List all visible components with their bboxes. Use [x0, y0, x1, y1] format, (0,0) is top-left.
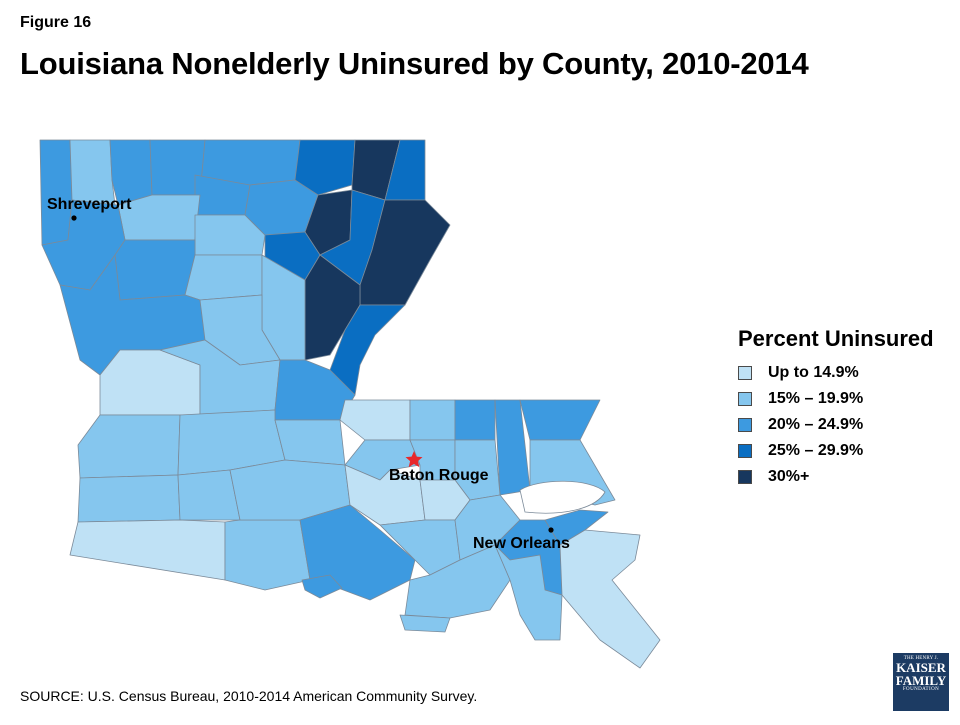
- source-note: SOURCE: U.S. Census Bureau, 2010-2014 Am…: [20, 688, 478, 704]
- legend-label: 25% – 29.9%: [768, 442, 864, 459]
- logo-line: FAMILY: [895, 673, 947, 688]
- legend-item: 15% – 19.9%: [738, 386, 934, 412]
- parish: [184, 254, 263, 301]
- legend-swatch: [738, 366, 752, 380]
- legend-swatch: [738, 418, 752, 432]
- legend-label: Up to 14.9%: [768, 364, 859, 381]
- parish: [274, 419, 346, 466]
- parish: [519, 399, 601, 441]
- baton-rouge-star: [405, 451, 423, 468]
- parish: [77, 414, 181, 479]
- legend-swatch: [738, 470, 752, 484]
- legend: Percent Uninsured Up to 14.9% 15% – 19.9…: [738, 326, 934, 490]
- parish: [454, 399, 496, 441]
- new-orleans-dot: [548, 527, 554, 533]
- lake-pontchartrain: [519, 480, 606, 514]
- legend-label: 15% – 19.9%: [768, 390, 864, 407]
- parish: [294, 139, 356, 196]
- legend-label: 20% – 24.9%: [768, 416, 864, 433]
- parish: [39, 139, 73, 246]
- parish: [69, 139, 116, 206]
- parish: [69, 519, 226, 581]
- baton-rouge-label: Baton Rouge: [389, 467, 489, 484]
- shreveport-label: Shreveport: [47, 196, 132, 213]
- parish: [77, 474, 181, 523]
- legend-label: 30%+: [768, 468, 810, 485]
- figure-label: Figure 16: [20, 14, 92, 31]
- logo-line: KAISER: [896, 660, 946, 675]
- legend-swatch: [738, 392, 752, 406]
- legend-item: Up to 14.9%: [738, 360, 934, 386]
- legend-item: 30%+: [738, 464, 934, 490]
- page-title: Louisiana Nonelderly Uninsured by County…: [20, 46, 809, 81]
- kff-logo: THE HENRY J. KAISER FAMILY FOUNDATION: [893, 653, 949, 711]
- new-orleans-label: New Orleans: [473, 535, 570, 552]
- parish: [559, 529, 661, 669]
- parish: [409, 399, 456, 441]
- legend-item: 20% – 24.9%: [738, 412, 934, 438]
- parish: [494, 544, 563, 641]
- parish: [114, 239, 196, 301]
- parish: [339, 399, 411, 441]
- shreveport-dot: [71, 215, 77, 221]
- legend-swatch: [738, 444, 752, 458]
- parish: [399, 614, 451, 633]
- parish: [177, 469, 241, 521]
- parish: [544, 509, 609, 546]
- legend-title: Percent Uninsured: [738, 326, 934, 351]
- legend-item: 25% – 29.9%: [738, 438, 934, 464]
- logo-line: THE HENRY J.: [903, 656, 939, 661]
- parish: [301, 574, 343, 599]
- logo-line: FOUNDATION: [902, 687, 940, 692]
- parish: [224, 519, 311, 591]
